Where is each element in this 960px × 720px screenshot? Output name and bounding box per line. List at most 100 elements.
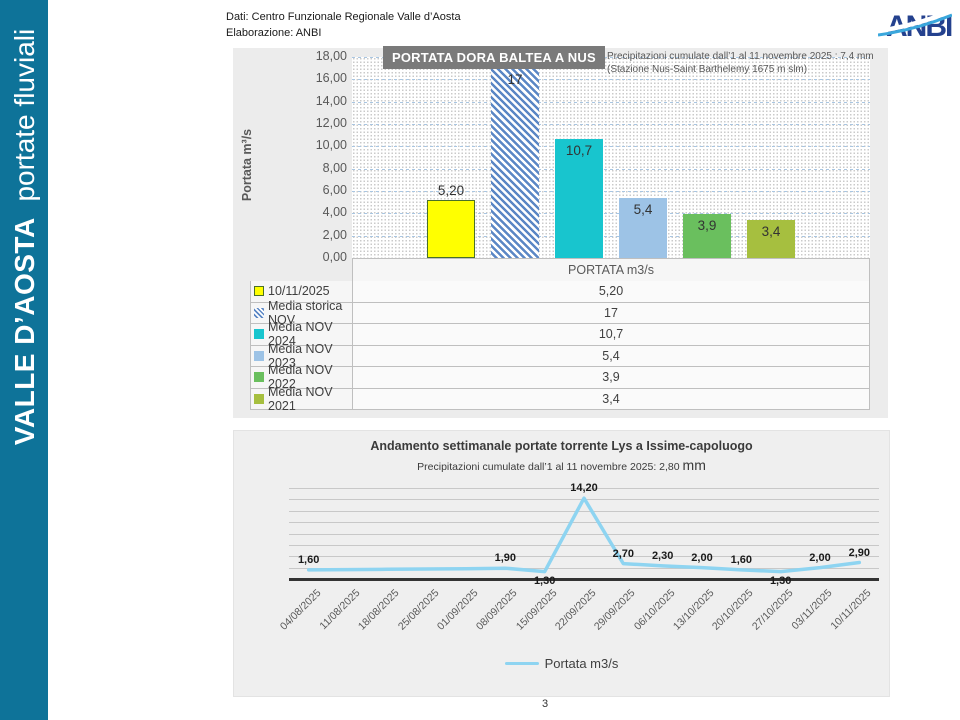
bar-media-storica-nov: 17 <box>491 68 539 258</box>
legend-series-label: Portata m3/s <box>544 656 619 671</box>
region-name: VALLE D’AOSTA <box>9 217 40 446</box>
line-chart-subtitle-text: Precipitazioni cumulate dall’1 al 11 nov… <box>417 461 680 473</box>
y-tick-label: 12,00 <box>315 116 347 130</box>
legend-series-name: 10/11/2025 <box>268 284 330 299</box>
legend-series-name: Media storica NOV <box>268 298 343 327</box>
bar-chart-panel: PORTATA DORA BALTEA A NUS Precipitazioni… <box>233 46 888 418</box>
sidebar-subtitle: portate fluviali <box>9 28 40 202</box>
gridline <box>289 567 879 569</box>
data-label: 2,00 <box>809 551 831 564</box>
legend-row: Media NOV 2024 10,7 <box>250 320 870 348</box>
bar-plot-area: 5,20 17 10,7 5,4 3,9 3,4 <box>352 57 870 259</box>
line-chart-panel: Andamento settimanale portate torrente L… <box>233 430 890 697</box>
precipitation-note-line1: Precipitazioni cumulate dall’1 al 11 nov… <box>607 51 874 62</box>
legend-line-swatch <box>504 661 539 666</box>
data-label: 1,60 <box>730 553 753 566</box>
x-axis-line <box>289 578 879 581</box>
legend-row: Media storica NOV 17 <box>250 299 870 327</box>
legend-value: 3,9 <box>353 367 869 388</box>
bar-media-nov-2022: 3,9 <box>683 214 731 258</box>
y-tick-label: 6,00 <box>322 183 347 197</box>
gridline <box>289 522 879 524</box>
data-label: 2,70 <box>612 547 635 560</box>
y-tick-label: 16,00 <box>315 71 347 86</box>
legend-name-cell: Media NOV 2024 <box>251 320 353 348</box>
bar-10-11-2025: 5,20 <box>427 183 475 258</box>
legend-name-cell: Media storica NOV <box>251 299 353 327</box>
legend-row: Media NOV 2023 5,4 <box>250 342 870 370</box>
legend-swatch <box>254 350 264 361</box>
gridline <box>352 124 870 125</box>
legend-swatch <box>254 329 264 340</box>
gridline <box>352 79 870 81</box>
y-tick-label: 8,00 <box>322 160 347 175</box>
gridline <box>352 57 870 58</box>
y-tick-label: 10,00 <box>315 138 347 153</box>
legend-name-cell: Media NOV 2021 <box>251 385 353 413</box>
legend-series-name: Media NOV 2022 <box>268 363 333 392</box>
sidebar: VALLE D’AOSTA portate fluviali <box>0 0 48 720</box>
y-tick-label: 2,00 <box>322 227 347 242</box>
bar-value-label: 5,20 <box>437 182 465 198</box>
gridline <box>289 488 879 489</box>
legend-swatch <box>254 393 264 404</box>
sidebar-title: VALLE D’AOSTA portate fluviali <box>9 29 41 445</box>
gridline <box>352 168 870 170</box>
bar-media-nov-2024: 10,7 <box>555 138 603 258</box>
data-source-note: Dati: Centro Funzionale Regionale Valle … <box>226 10 461 42</box>
page-number: 3 <box>541 698 549 710</box>
legend-swatch <box>254 307 264 318</box>
data-label: 14,20 <box>570 482 598 495</box>
data-label: 1,60 <box>297 553 320 566</box>
bar-chart-title: PORTATA DORA BALTEA A NUS <box>383 46 605 69</box>
y-tick-label: 4,00 <box>322 205 347 220</box>
data-label: 1,30 <box>769 574 792 587</box>
legend-value: 3,4 <box>353 388 869 409</box>
legend-series-name: Media NOV 2023 <box>268 341 333 370</box>
elaboration-line: Elaborazione: ANBI <box>226 26 322 39</box>
legend-row: 10/11/2025 5,20 <box>250 281 870 303</box>
precipitation-note: Precipitazioni cumulate dall’1 al 11 nov… <box>607 50 879 76</box>
source-line: Dati: Centro Funzionale Regionale Valle … <box>226 11 461 23</box>
legend-row: Media NOV 2021 3,4 <box>250 385 870 413</box>
anbi-logo: ANBI <box>878 8 952 43</box>
legend-swatch <box>254 286 264 297</box>
portata-line-series <box>306 496 862 574</box>
legend-name-cell: 10/11/2025 <box>251 281 353 302</box>
bar-media-nov-2023: 5,4 <box>619 197 667 258</box>
legend-name-cell: Media NOV 2022 <box>251 363 353 391</box>
data-label: 1,90 <box>494 552 517 565</box>
data-label: 2,90 <box>848 546 871 559</box>
data-label: 2,00 <box>691 551 713 564</box>
legend-series-name: Media NOV 2021 <box>268 384 333 413</box>
legend-table: 10/11/2025 5,20 Media storica NOV 17 Media N… <box>250 281 870 413</box>
legend-value: 5,20 <box>353 281 869 302</box>
legend-name-cell: Media NOV 2023 <box>251 342 353 370</box>
bar-media-nov-2021: 3,4 <box>747 220 795 258</box>
line-chart-subtitle: Precipitazioni cumulate dall’1 al 11 nov… <box>234 457 889 473</box>
data-label: 2,30 <box>651 549 674 562</box>
gridline <box>352 146 870 148</box>
bar-value-label: 5,4 <box>633 201 653 217</box>
y-tick-label: 18,00 <box>315 49 347 63</box>
gridline <box>352 191 870 192</box>
gridline <box>289 556 879 558</box>
y-axis-title: Portata m³/s <box>240 128 254 202</box>
bar-value-label: 10,7 <box>565 142 593 158</box>
line-chart-title: Andamento settimanale portate torrente L… <box>370 439 753 453</box>
legend-value: 10,7 <box>353 324 869 345</box>
data-label: 1,30 <box>533 574 556 587</box>
bar-value-label: 17 <box>507 72 523 88</box>
line-chart-subtitle-unit: mm <box>682 457 706 473</box>
gridline <box>352 213 870 215</box>
gridline <box>289 544 879 546</box>
line-chart-legend: Portata m3/s <box>234 656 889 671</box>
y-tick-label: 0,00 <box>322 250 347 264</box>
gridline <box>289 533 879 535</box>
gridline <box>352 101 870 103</box>
bar-value-label: 3,4 <box>761 224 781 240</box>
legend-series-name: Media NOV 2024 <box>268 320 333 349</box>
legend-swatch <box>254 372 264 383</box>
y-tick-label: 14,00 <box>315 93 347 108</box>
gridline <box>352 235 870 237</box>
